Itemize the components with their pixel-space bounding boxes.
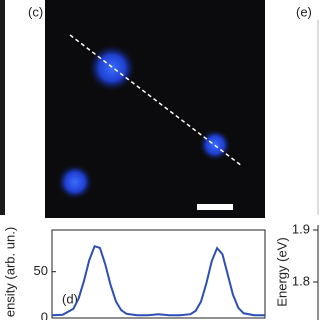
- panel-label: (e): [296, 4, 312, 19]
- scale-bar: [197, 204, 233, 210]
- y-tick-label: 0: [41, 309, 48, 320]
- emitter-spot: [88, 44, 136, 92]
- y-axis-label: Energy (eV): [274, 237, 289, 306]
- energy-axis: Energy (eV) 1.9 1.8: [274, 221, 319, 320]
- y-tick-label: 1.8: [292, 273, 310, 288]
- intensity-plot: (d) ensity (arb. un.) 0 50: [2, 227, 266, 320]
- panel-label: (d): [62, 291, 78, 306]
- y-axis-label: ensity (arb. un.): [2, 227, 17, 317]
- y-tick-label: 50: [34, 263, 48, 278]
- plot-frame: [51, 229, 266, 319]
- y-tick-label: 1.9: [292, 221, 310, 236]
- emitter-spot: [57, 164, 93, 200]
- line-cut: [69, 34, 243, 167]
- left-panel-edge: [0, 0, 5, 215]
- intensity-line: [51, 244, 265, 317]
- panel-label: (c): [28, 4, 43, 19]
